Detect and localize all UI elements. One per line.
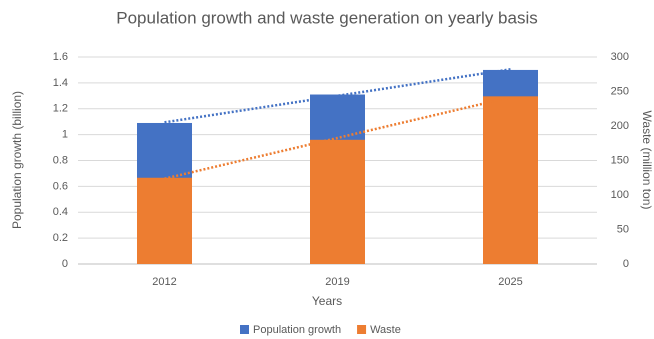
chart-title: Population growth and waste generation o… [116, 8, 538, 27]
y2-tick-label: 50 [617, 223, 629, 235]
y2-tick-label: 300 [611, 51, 629, 63]
y-tick-label: 0.4 [53, 206, 68, 218]
bar [483, 96, 538, 264]
x-tick-label: 2019 [325, 276, 349, 288]
bar [137, 177, 192, 264]
y-tick-label: 1.2 [53, 103, 68, 115]
y-tick-label: 0.2 [53, 232, 68, 244]
bar [310, 139, 365, 264]
y-tick-label: 0.6 [53, 180, 68, 192]
legend-label: Waste [370, 324, 401, 336]
y-tick-label: 1 [62, 129, 68, 141]
x-tick-label: 2025 [498, 276, 522, 288]
y-tick-label: 1.6 [53, 51, 68, 63]
y2-tick-label: 100 [611, 189, 629, 201]
trendline [164, 96, 511, 180]
y2-tick-label: 0 [623, 258, 629, 270]
y-tick-label: 0.8 [53, 154, 68, 166]
legend-label: Population growth [253, 324, 341, 336]
y-tick-label: 0 [62, 258, 68, 270]
legend-swatch [357, 325, 367, 334]
y2-axis-label: Waste (million ton) [640, 111, 654, 210]
y-axis-label: Population growth (billion) [10, 91, 24, 229]
x-axis-label: Years [312, 294, 342, 308]
y-tick-label: 1.4 [53, 77, 68, 89]
y2-tick-label: 250 [611, 85, 629, 97]
y2-tick-label: 150 [611, 154, 629, 166]
y2-tick-label: 200 [611, 120, 629, 132]
x-tick-label: 2012 [152, 276, 176, 288]
legend-swatch [240, 325, 249, 334]
